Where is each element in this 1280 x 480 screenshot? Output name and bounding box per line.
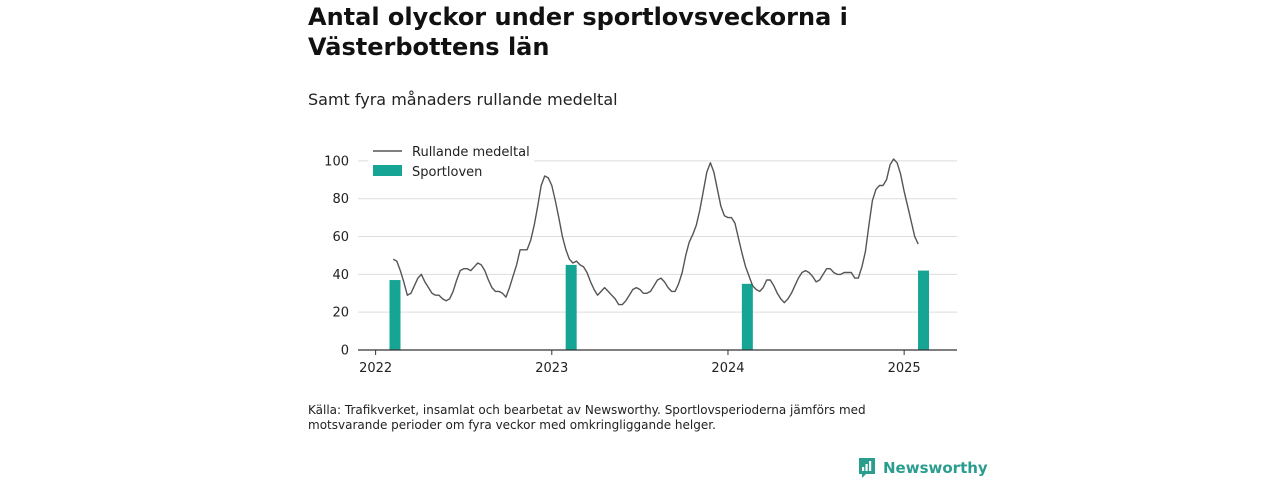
line-series — [392, 158, 919, 306]
axes — [358, 349, 957, 355]
x-tick-label: 2024 — [711, 361, 744, 376]
y-tick-labels: 0 20 40 60 80 100 — [324, 154, 349, 358]
x-tick-label: 2023 — [535, 361, 568, 376]
legend-label-sportloven: Sportloven — [412, 165, 482, 180]
legend-label-rolling: Rullande medeltal — [412, 145, 530, 160]
brand-name: Newsworthy — [883, 459, 988, 477]
brand-logo[interactable]: Newsworthy — [857, 456, 988, 480]
y-tick-label: 80 — [332, 192, 349, 207]
bar — [918, 270, 930, 350]
x-tick-labels: 2022 2023 2024 2025 — [359, 361, 921, 376]
y-tick-label: 60 — [332, 230, 349, 245]
y-tick-label: 20 — [332, 306, 349, 321]
bar — [389, 280, 401, 350]
chart: 0 20 40 60 80 100 2022 2023 2024 2025 Rullande m… — [324, 142, 957, 376]
chart-title: Antal olyckor under sportlovsveckorna i … — [308, 3, 848, 61]
y-tick-label: 100 — [324, 154, 349, 169]
rolling-average-line — [392, 158, 919, 306]
y-tick-label: 0 — [341, 344, 349, 359]
chart-subtitle: Samt fyra månaders rullande medeltal — [308, 90, 618, 109]
legend: Rullande medeltal Sportloven — [368, 142, 534, 186]
bar — [565, 264, 577, 350]
legend-background — [368, 142, 534, 186]
x-tick-label: 2025 — [888, 361, 921, 376]
source-note: Källa: Trafikverket, insamlat och bearbe… — [308, 403, 866, 432]
newsworthy-logo-icon — [859, 458, 875, 478]
y-tick-label: 40 — [332, 268, 349, 283]
x-tick-label: 2022 — [359, 361, 392, 376]
legend-bar-swatch — [373, 165, 402, 176]
bar — [741, 283, 753, 350]
bars — [389, 264, 930, 350]
